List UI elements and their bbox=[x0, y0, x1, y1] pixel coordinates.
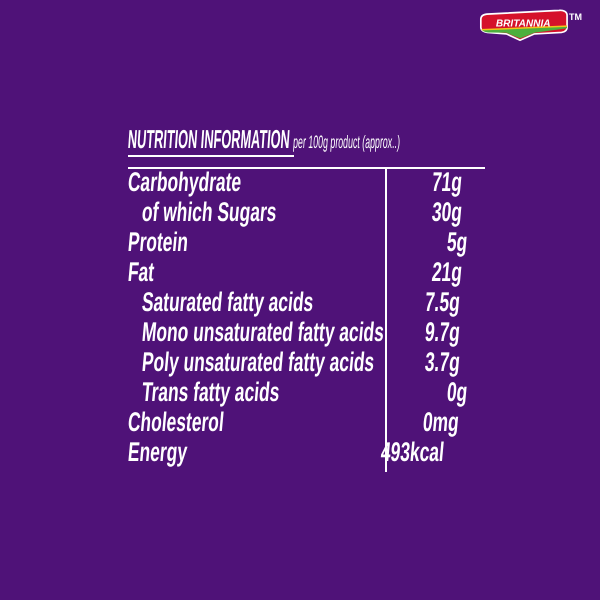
svg-text:BRITANNIA: BRITANNIA bbox=[496, 18, 551, 29]
